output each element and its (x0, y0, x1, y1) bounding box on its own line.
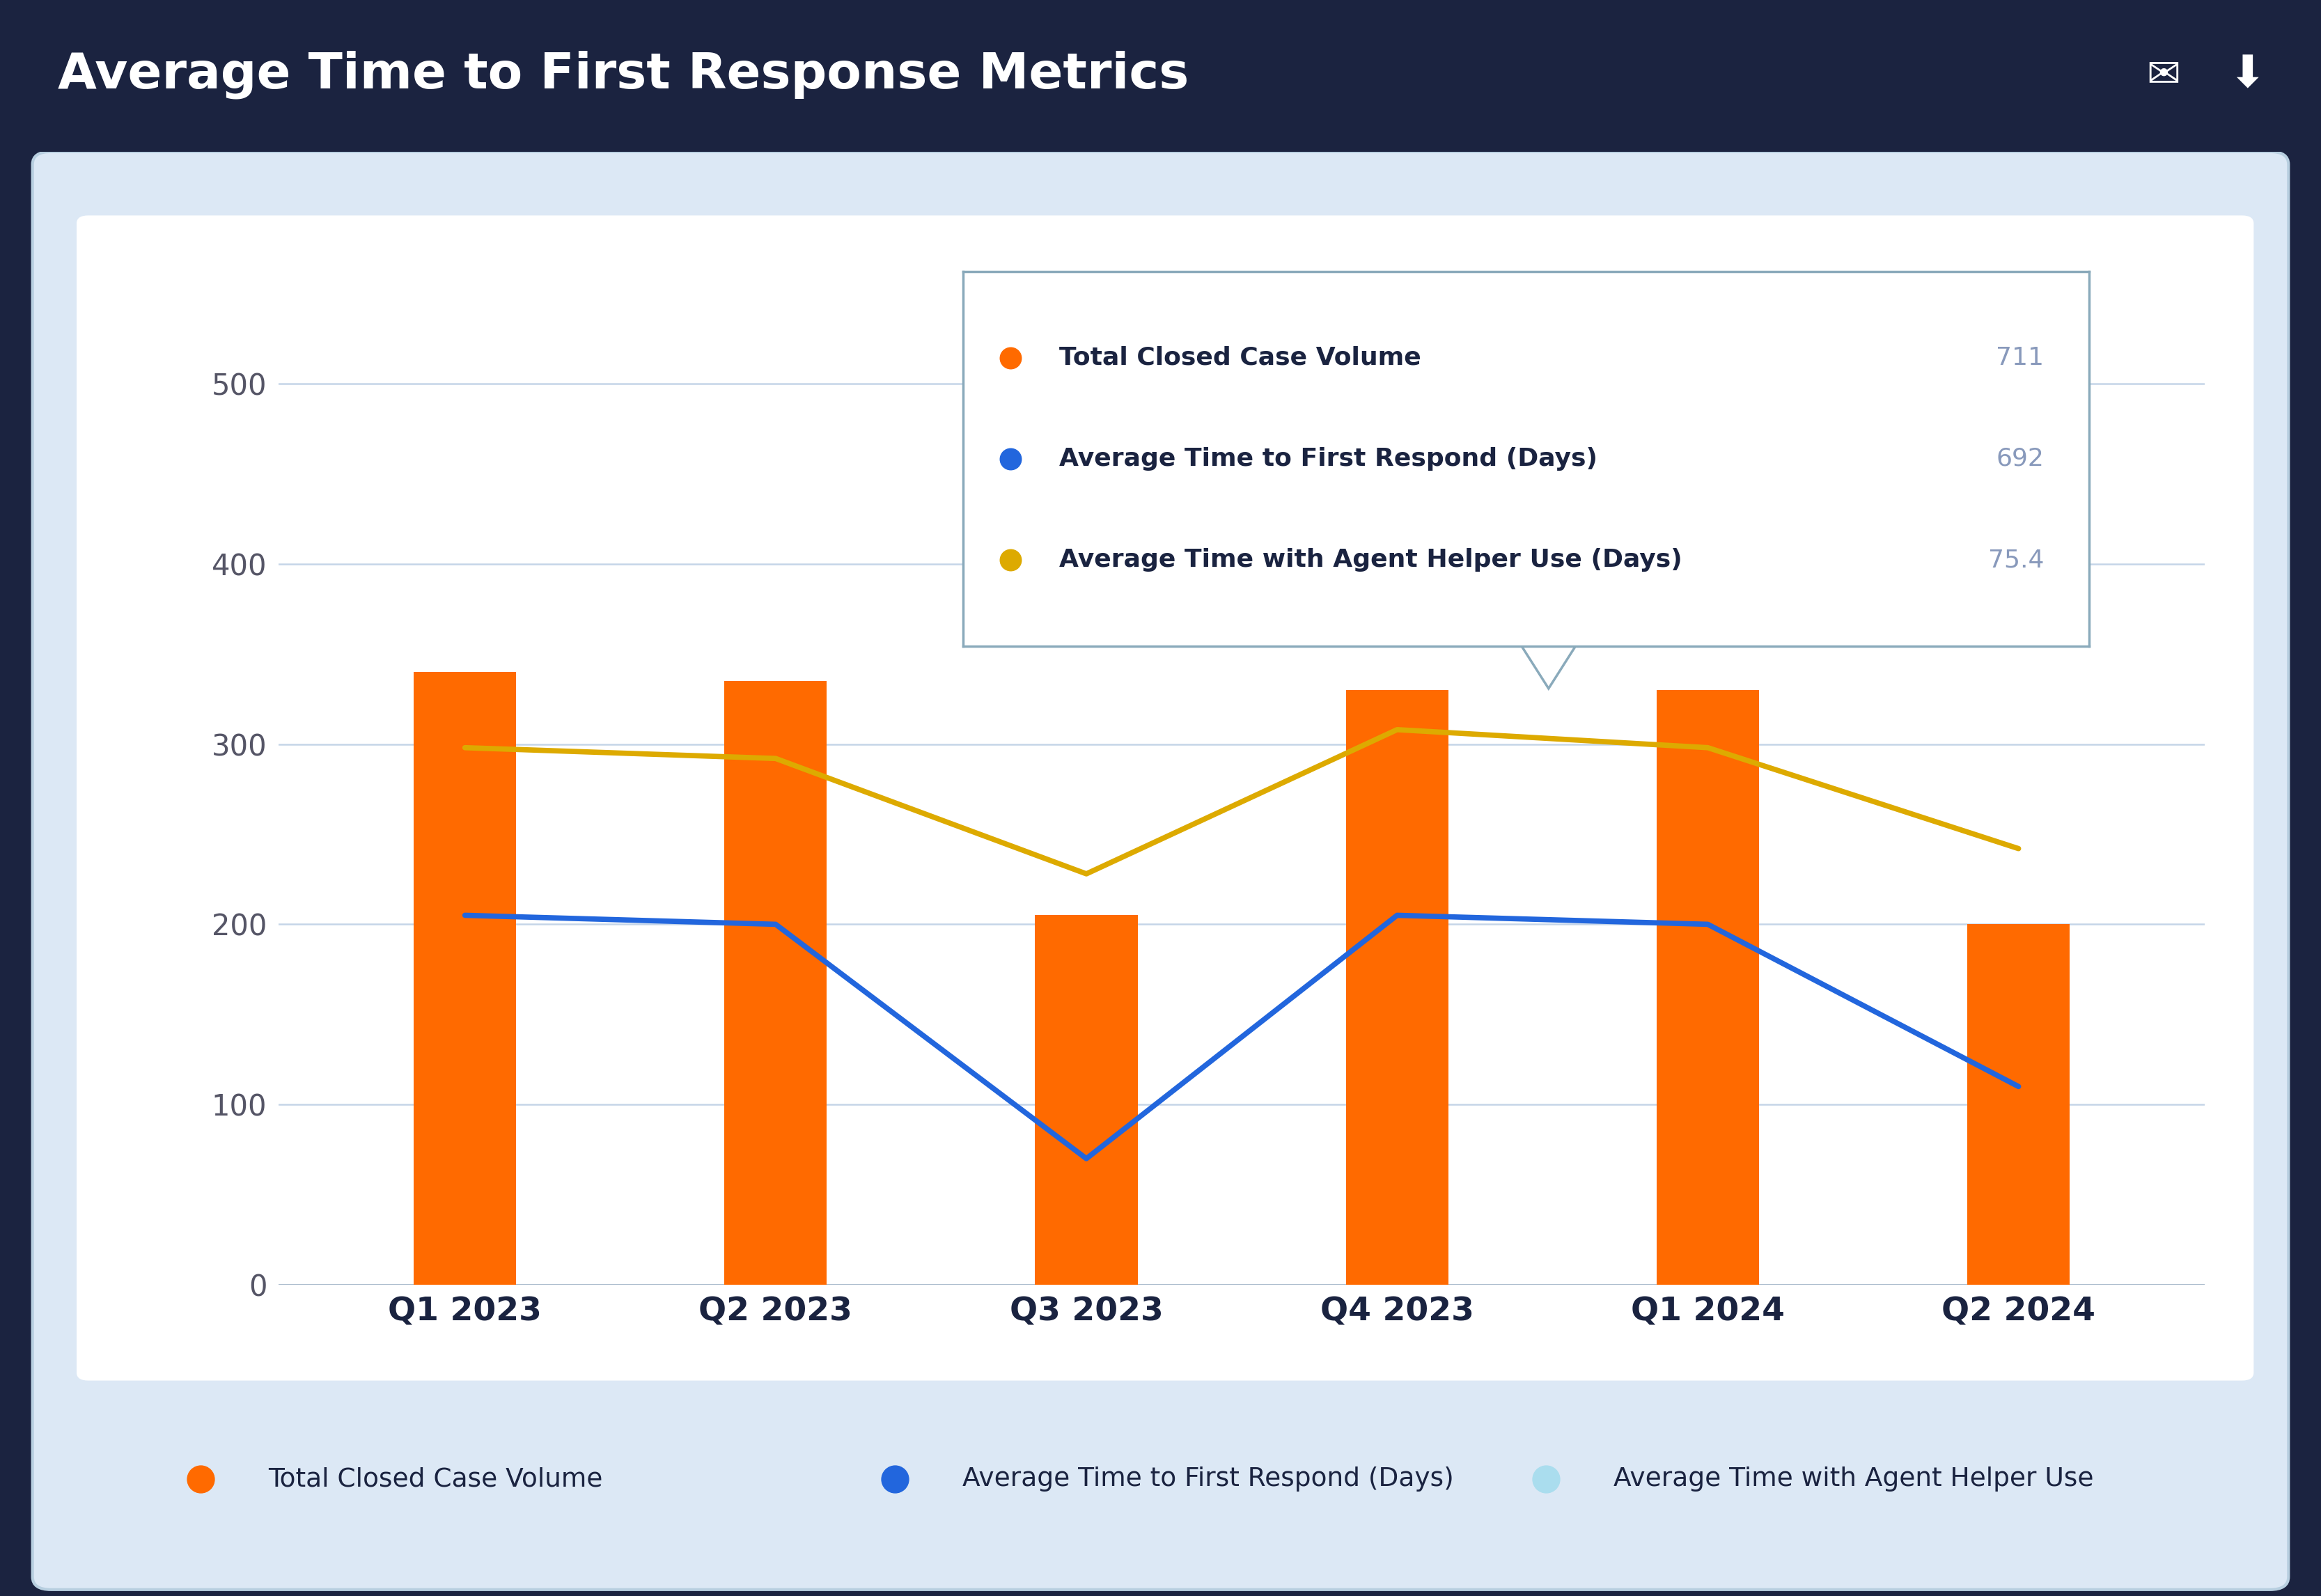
Bar (724, 681, 826, 1285)
Text: Total Closed Case Volume: Total Closed Case Volume (1058, 346, 1420, 369)
Text: Average Time to First Respond (Days): Average Time to First Respond (Days) (963, 1467, 1453, 1492)
Text: Average Time to First Respond (Days): Average Time to First Respond (Days) (1058, 447, 1597, 471)
Bar (1968, 924, 2070, 1285)
FancyBboxPatch shape (77, 215, 2254, 1381)
Polygon shape (1518, 640, 1581, 688)
FancyBboxPatch shape (32, 152, 2289, 1590)
Text: Average Time with Agent Helper Use (Days): Average Time with Agent Helper Use (Days… (1058, 549, 1683, 571)
FancyBboxPatch shape (0, 0, 2321, 152)
Bar (413, 672, 515, 1285)
Bar (1035, 915, 1137, 1285)
Text: Average Time with Agent Helper Use: Average Time with Agent Helper Use (1613, 1467, 2094, 1492)
Text: 75.4: 75.4 (1987, 549, 2045, 571)
Text: ⬇: ⬇ (2228, 53, 2265, 97)
Text: Average Time to First Response Metrics: Average Time to First Response Metrics (58, 51, 1188, 99)
Bar (1657, 689, 1759, 1285)
Text: ✉: ✉ (2147, 56, 2179, 94)
Text: 692: 692 (1996, 447, 2045, 471)
Bar (1346, 689, 1448, 1285)
Text: Total Closed Case Volume: Total Closed Case Volume (267, 1467, 603, 1492)
Text: 711: 711 (1996, 346, 2045, 369)
